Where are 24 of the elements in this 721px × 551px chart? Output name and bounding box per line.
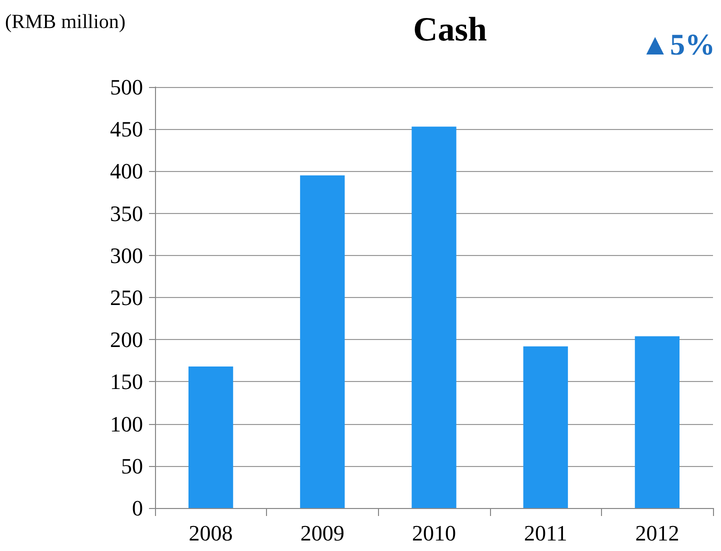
x-tick-label: 2011 [524, 520, 568, 546]
x-tick-label: 2009 [300, 520, 344, 546]
text: ▲5% [640, 28, 716, 62]
y-tick-label: 350 [110, 200, 143, 226]
bar [188, 366, 234, 508]
y-axis-title: (RMB million) [5, 11, 126, 33]
y-tick-label: 100 [110, 411, 143, 436]
bar [634, 336, 680, 508]
y-tick-label: 50 [121, 453, 143, 478]
bar [412, 126, 456, 508]
y-tick-label: 300 [110, 242, 143, 268]
bar [523, 346, 568, 508]
bar [300, 175, 345, 508]
y-tick-label: 400 [110, 158, 143, 184]
x-tick-label: 2012 [635, 520, 680, 546]
y-tick-label: 200 [110, 327, 143, 352]
y-tick-label: 0 [132, 496, 143, 520]
x-tick-label: 2008 [188, 520, 233, 546]
x-tick-label: 2010 [412, 520, 456, 546]
y-tick-label: 250 [110, 285, 143, 310]
y-tick-label: 150 [110, 369, 143, 394]
chart-title: Cash [413, 12, 487, 48]
y-tick-label: 450 [110, 116, 143, 142]
y-tick-label: 500 [110, 74, 143, 100]
